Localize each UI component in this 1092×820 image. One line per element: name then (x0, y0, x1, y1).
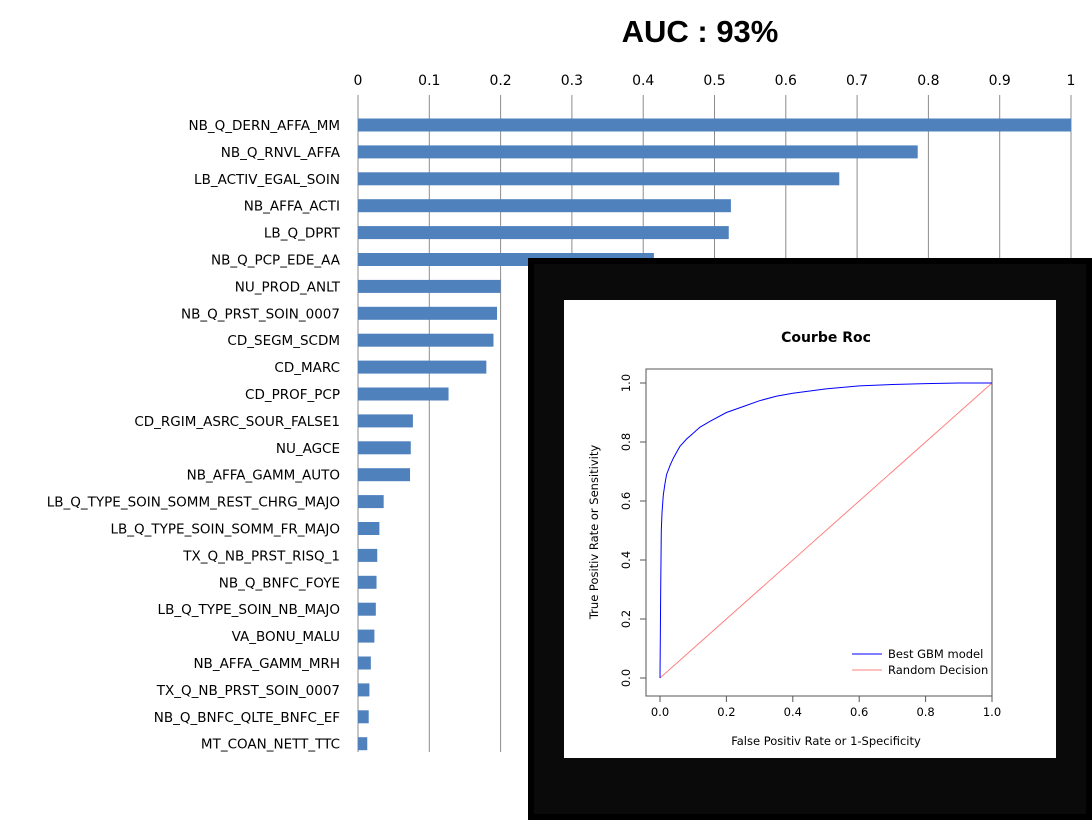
x-tick-label: 0.2 (489, 73, 511, 89)
category-label: LB_Q_TYPE_SOIN_SOMM_REST_CHRG_MAJO (47, 495, 340, 511)
category-label: MT_COAN_NETT_TTC (201, 737, 340, 753)
x-tick-label: 0.6 (775, 73, 797, 89)
x-tick-label: 0.4 (632, 73, 654, 89)
bar (358, 414, 413, 428)
category-label: NU_PROD_ANLT (235, 279, 341, 295)
roc-y-tick-label: 0.0 (619, 669, 633, 687)
category-label: NB_AFFA_GAMM_AUTO (187, 468, 340, 484)
category-label: LB_Q_TYPE_SOIN_NB_MAJO (158, 602, 340, 618)
bar (358, 306, 498, 320)
category-label: NU_AGCE (276, 441, 340, 457)
roc-panel: Courbe Roc 0.0 0.2 0.4 0.6 0.8 1.0 0.0 0.2 0.4 0.… (564, 300, 1056, 758)
roc-x-tick-label: 1.0 (983, 705, 1001, 719)
x-tick-label: 0.1 (418, 73, 440, 89)
category-label: NB_AFFA_ACTI (244, 199, 340, 215)
roc-plot-box (645, 368, 993, 697)
bar (358, 118, 1071, 132)
x-tick-label: 0.7 (846, 73, 868, 89)
legend-label-random: Random Decision (888, 663, 988, 677)
legend-label-gbm: Best GBM model (888, 647, 983, 661)
x-tick-label: 0.3 (561, 73, 583, 89)
category-label: NB_Q_PCP_EDE_AA (211, 253, 341, 269)
bar (358, 602, 376, 616)
x-tick-labels: 0 0.1 0.2 0.3 0.4 0.5 0.6 0.7 0.8 0.9 1 (354, 73, 1076, 89)
roc-axes: 0.0 0.2 0.4 0.6 0.8 1.0 0.0 0.2 0.4 0.6 0.8 1.0 (619, 374, 1001, 719)
bar (358, 710, 369, 724)
category-label: CD_RGIM_ASRC_SOUR_FALSE1 (134, 414, 340, 430)
roc-y-tick-label: 0.8 (619, 433, 633, 451)
roc-y-tick-label: 1.0 (619, 374, 633, 392)
best-gbm-curve (659, 382, 992, 679)
category-labels: NB_Q_DERN_AFFA_MM NB_Q_RNVL_AFFA LB_ACTIV_… (47, 118, 341, 753)
bar (358, 441, 411, 455)
roc-y-tick-label: 0.4 (619, 551, 633, 569)
roc-ylabel: True Positiv Rate or Sensitivity (587, 445, 601, 621)
category-label: CD_SEGM_SCDM (227, 333, 340, 349)
bar (358, 522, 380, 535)
roc-y-tick-label: 0.6 (619, 492, 633, 510)
roc-xlabel: False Positiv Rate or 1-Specificity (731, 734, 921, 748)
bar (358, 683, 370, 697)
bar (358, 737, 368, 751)
x-tick-label: 0.9 (989, 73, 1011, 89)
bar (358, 656, 371, 670)
bar (358, 333, 494, 347)
bar (358, 468, 411, 482)
random-decision-line (659, 382, 993, 679)
bar (358, 199, 731, 213)
x-tick-label: 0.5 (703, 73, 725, 89)
category-label: CD_PROF_PCP (245, 387, 340, 403)
category-label: TX_Q_NB_PRST_RISQ_1 (182, 548, 340, 564)
category-label: CD_MARC (274, 360, 340, 376)
bar (358, 575, 377, 589)
roc-x-tick-label: 0.6 (850, 705, 868, 719)
bar (358, 495, 384, 509)
roc-chart: Courbe Roc 0.0 0.2 0.4 0.6 0.8 1.00.00.20.40.… (587, 330, 1001, 748)
roc-title: Courbe Roc (781, 330, 871, 346)
roc-y-tick-label: 0.2 (619, 610, 633, 628)
category-label: NB_Q_DERN_AFFA_MM (189, 118, 340, 134)
category-label: NB_Q_RNVL_AFFA (221, 145, 341, 161)
category-label: NB_Q_BNFC_QLTE_BNFC_EF (154, 710, 340, 726)
category-label: LB_Q_TYPE_SOIN_SOMM_FR_MAJO (111, 522, 340, 538)
category-label: LB_Q_DPRT (264, 226, 341, 242)
bar (358, 279, 501, 293)
bar (358, 548, 378, 562)
category-label: NB_Q_BNFC_FOYE (219, 575, 340, 591)
bar (358, 629, 375, 643)
chart-title: AUC : 93% (622, 14, 779, 49)
bar (358, 226, 729, 240)
category-label: NB_AFFA_GAMM_MRH (193, 656, 340, 672)
category-label: VA_BONU_MALU (232, 629, 340, 645)
category-label: TX_Q_NB_PRST_SOIN_0007 (156, 683, 340, 699)
bar (358, 145, 918, 159)
roc-x-tick-label: 0.8 (916, 705, 934, 719)
roc-legend: Best GBM model Random Decision (852, 647, 988, 677)
roc-x-tick-label: 0.4 (784, 705, 802, 719)
category-label: LB_ACTIV_EGAL_SOIN (194, 172, 340, 188)
x-tick-label: 0 (354, 73, 363, 89)
roc-x-tick-label: 0.2 (717, 705, 735, 719)
bar (358, 172, 840, 186)
roc-inset: Courbe Roc 0.0 0.2 0.4 0.6 0.8 1.0 0.0 0.2 0.4 0.… (528, 258, 1092, 820)
bar (358, 360, 487, 374)
roc-x-tick-label: 0.0 (651, 705, 669, 719)
x-tick-label: 1 (1067, 73, 1076, 89)
x-tick-label: 0.8 (917, 73, 939, 89)
bar (358, 387, 449, 401)
category-label: NB_Q_PRST_SOIN_0007 (181, 306, 340, 322)
bars (358, 118, 1071, 751)
